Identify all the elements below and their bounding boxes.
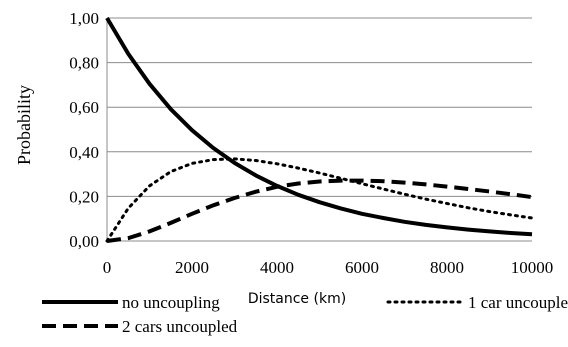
y-tick-label: 0,60 (69, 98, 99, 117)
y-axis-label: Probability (14, 85, 34, 165)
series-lines (105, 16, 534, 243)
legend: no uncoupling 1 car uncoupled 2 cars uncou… (42, 293, 568, 336)
legend-label: no uncoupling (122, 293, 220, 312)
y-tick-label: 1,00 (69, 9, 99, 28)
y-tick-label: 0,40 (69, 143, 99, 162)
x-tick-label: 2000 (175, 258, 209, 277)
y-tick-label: 0,20 (69, 187, 99, 206)
legend-label: 1 car uncoupled (468, 293, 568, 312)
legend-item: no uncoupling (42, 293, 220, 312)
legend-item: 2 cars uncoupled (42, 317, 238, 336)
axes (106, 18, 532, 242)
grid-lines (107, 17, 532, 197)
series-line (106, 178, 533, 243)
x-tick-label: 8000 (430, 258, 464, 277)
y-tick-label: 0,80 (69, 54, 99, 73)
y-tick-label: 0,00 (69, 232, 99, 251)
x-axis-label: Distance (km) (248, 291, 346, 307)
x-tick-labels: 0 2000 4000 6000 8000 10000 (103, 258, 554, 277)
x-tick-label: 10000 (511, 258, 554, 277)
y-tick-labels: 0,00 0,20 0,40 0,60 0,80 1,00 (69, 9, 99, 251)
x-tick-label: 4000 (260, 258, 294, 277)
series-line (105, 157, 534, 243)
x-tick-label: 0 (103, 258, 112, 277)
legend-item: 1 car uncoupled (386, 293, 568, 312)
legend-label: 2 cars uncoupled (122, 317, 238, 336)
series-line (105, 16, 533, 237)
x-tick-label: 6000 (345, 258, 379, 277)
